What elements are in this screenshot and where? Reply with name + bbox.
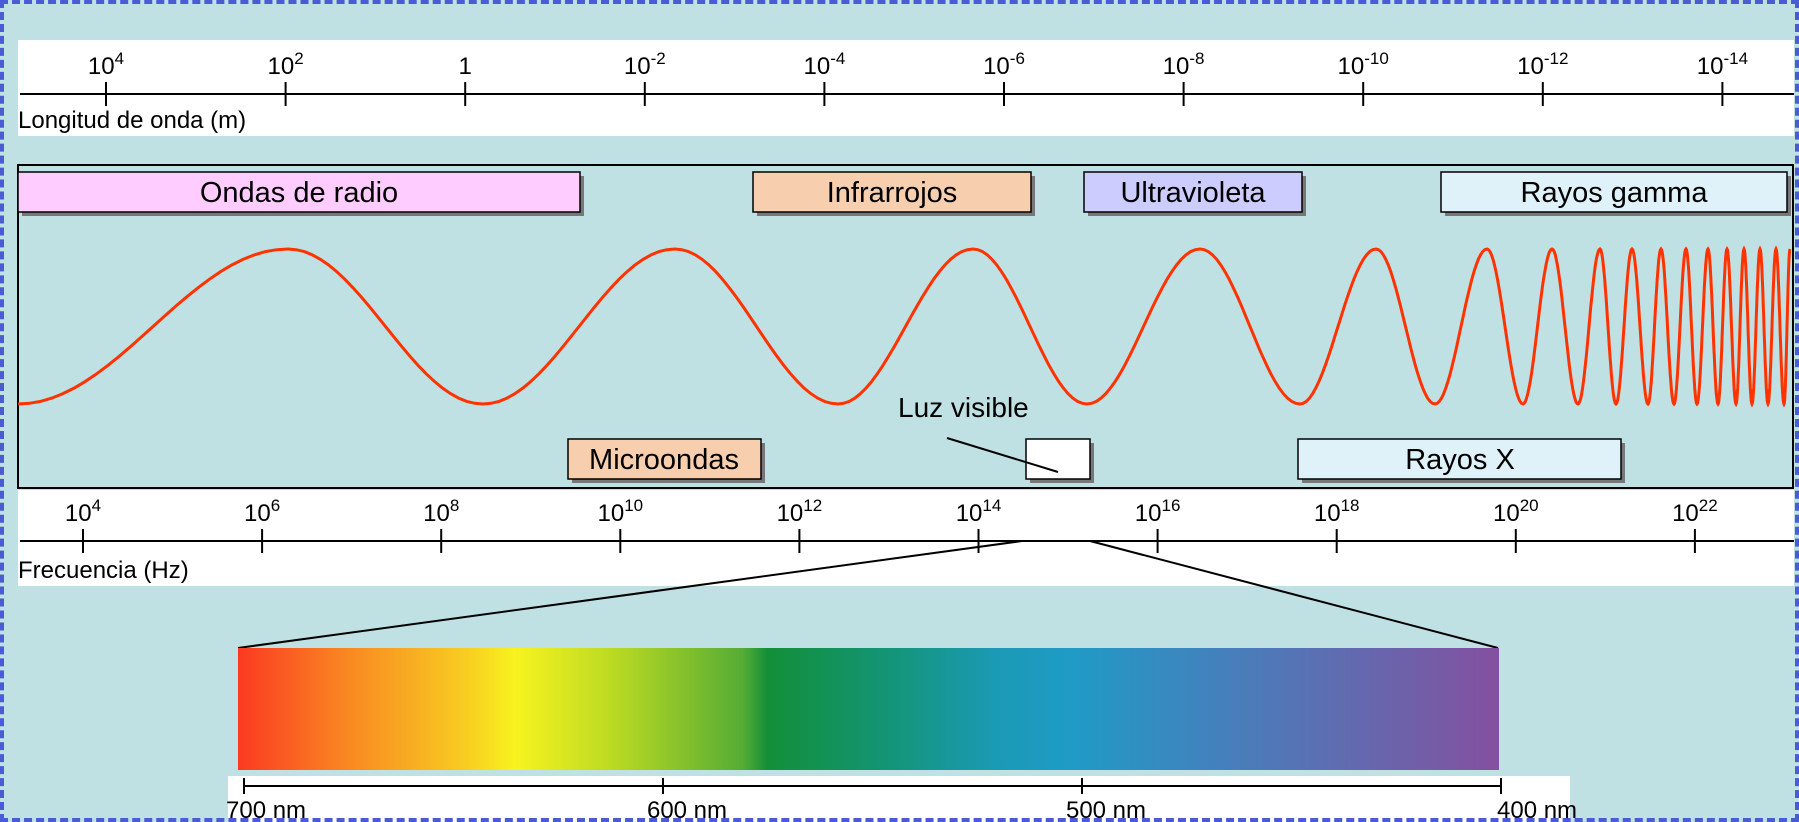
band-radio-label: Ondas de radio [200,177,398,209]
frequency-ticks: 104 106 108 1010 1012 1014 1016 1018 1020 1022 [65,496,1718,553]
wavelength-strip [18,40,1794,136]
wavelength-tick-label: 104 [88,49,124,80]
frequency-tick-label: 1022 [1672,496,1718,527]
visible-ticks: 700 nm 600 nm 500 nm 400 nm [226,778,1577,822]
band-infrared-label: Infrarrojos [827,177,958,209]
band-visible-label: Luz visible [898,392,1029,423]
visible-axis-strip [228,776,1570,822]
band-radio: Ondas de radio [17,171,581,213]
wavelength-tick-label: 10-2 [624,49,666,80]
wavelength-tick-label: 1 [459,53,472,80]
wavelength-ticks: 104 102 1 10-2 10-4 10-6 10-8 10-10 10-12 10-14 [88,49,1748,106]
band-ultraviolet-label: Ultravioleta [1120,177,1266,209]
wavelength-tick-label: 102 [268,49,304,80]
visible-tick-label: 700 nm [226,797,306,822]
frequency-tick-label: 106 [244,496,280,527]
band-microwave-label: Microondas [589,444,739,476]
frequency-tick-label: 1016 [1135,496,1181,527]
wavelength-tick-label: 10-8 [1163,49,1205,80]
visible-spectrum-gradient [238,648,1499,770]
band-gamma-label: Rayos gamma [1521,177,1709,209]
frequency-tick-label: 104 [65,496,101,527]
band-xray: Rayos X [1297,438,1622,480]
band-ultraviolet: Ultravioleta [1083,171,1303,213]
band-visible: Luz visible [898,392,1091,480]
frequency-axis-label: Frecuencia (Hz) [18,557,189,584]
wavelength-axis-label: Longitud de onda (m) [18,107,246,134]
band-xray-label: Rayos X [1405,444,1515,476]
frequency-tick-label: 1010 [597,496,643,527]
wavelength-tick-label: 10-10 [1338,49,1389,80]
frequency-tick-label: 1012 [777,496,823,527]
visible-tick-label: 500 nm [1066,797,1146,822]
frequency-tick-label: 1018 [1314,496,1360,527]
frequency-tick-label: 1014 [956,496,1002,527]
wavelength-tick-label: 10-4 [803,49,845,80]
visible-tick-label: 600 nm [647,797,727,822]
band-microwave: Microondas [567,438,762,480]
wavelength-tick-label: 10-12 [1517,49,1568,80]
frequency-tick-label: 108 [423,496,459,527]
band-infrared: Infrarrojos [752,171,1032,213]
visible-tick-label: 400 nm [1497,797,1577,822]
wave-line [17,245,1792,408]
wavelength-tick-label: 10-14 [1697,49,1748,80]
zoom-line-left [237,540,1023,649]
zoom-line-right [1089,540,1499,649]
band-gamma: Rayos gamma [1440,171,1788,213]
frequency-tick-label: 1020 [1493,496,1539,527]
frequency-strip [18,490,1794,586]
wavelength-tick-label: 10-6 [983,49,1025,80]
visible-pointer-line [946,437,1059,473]
